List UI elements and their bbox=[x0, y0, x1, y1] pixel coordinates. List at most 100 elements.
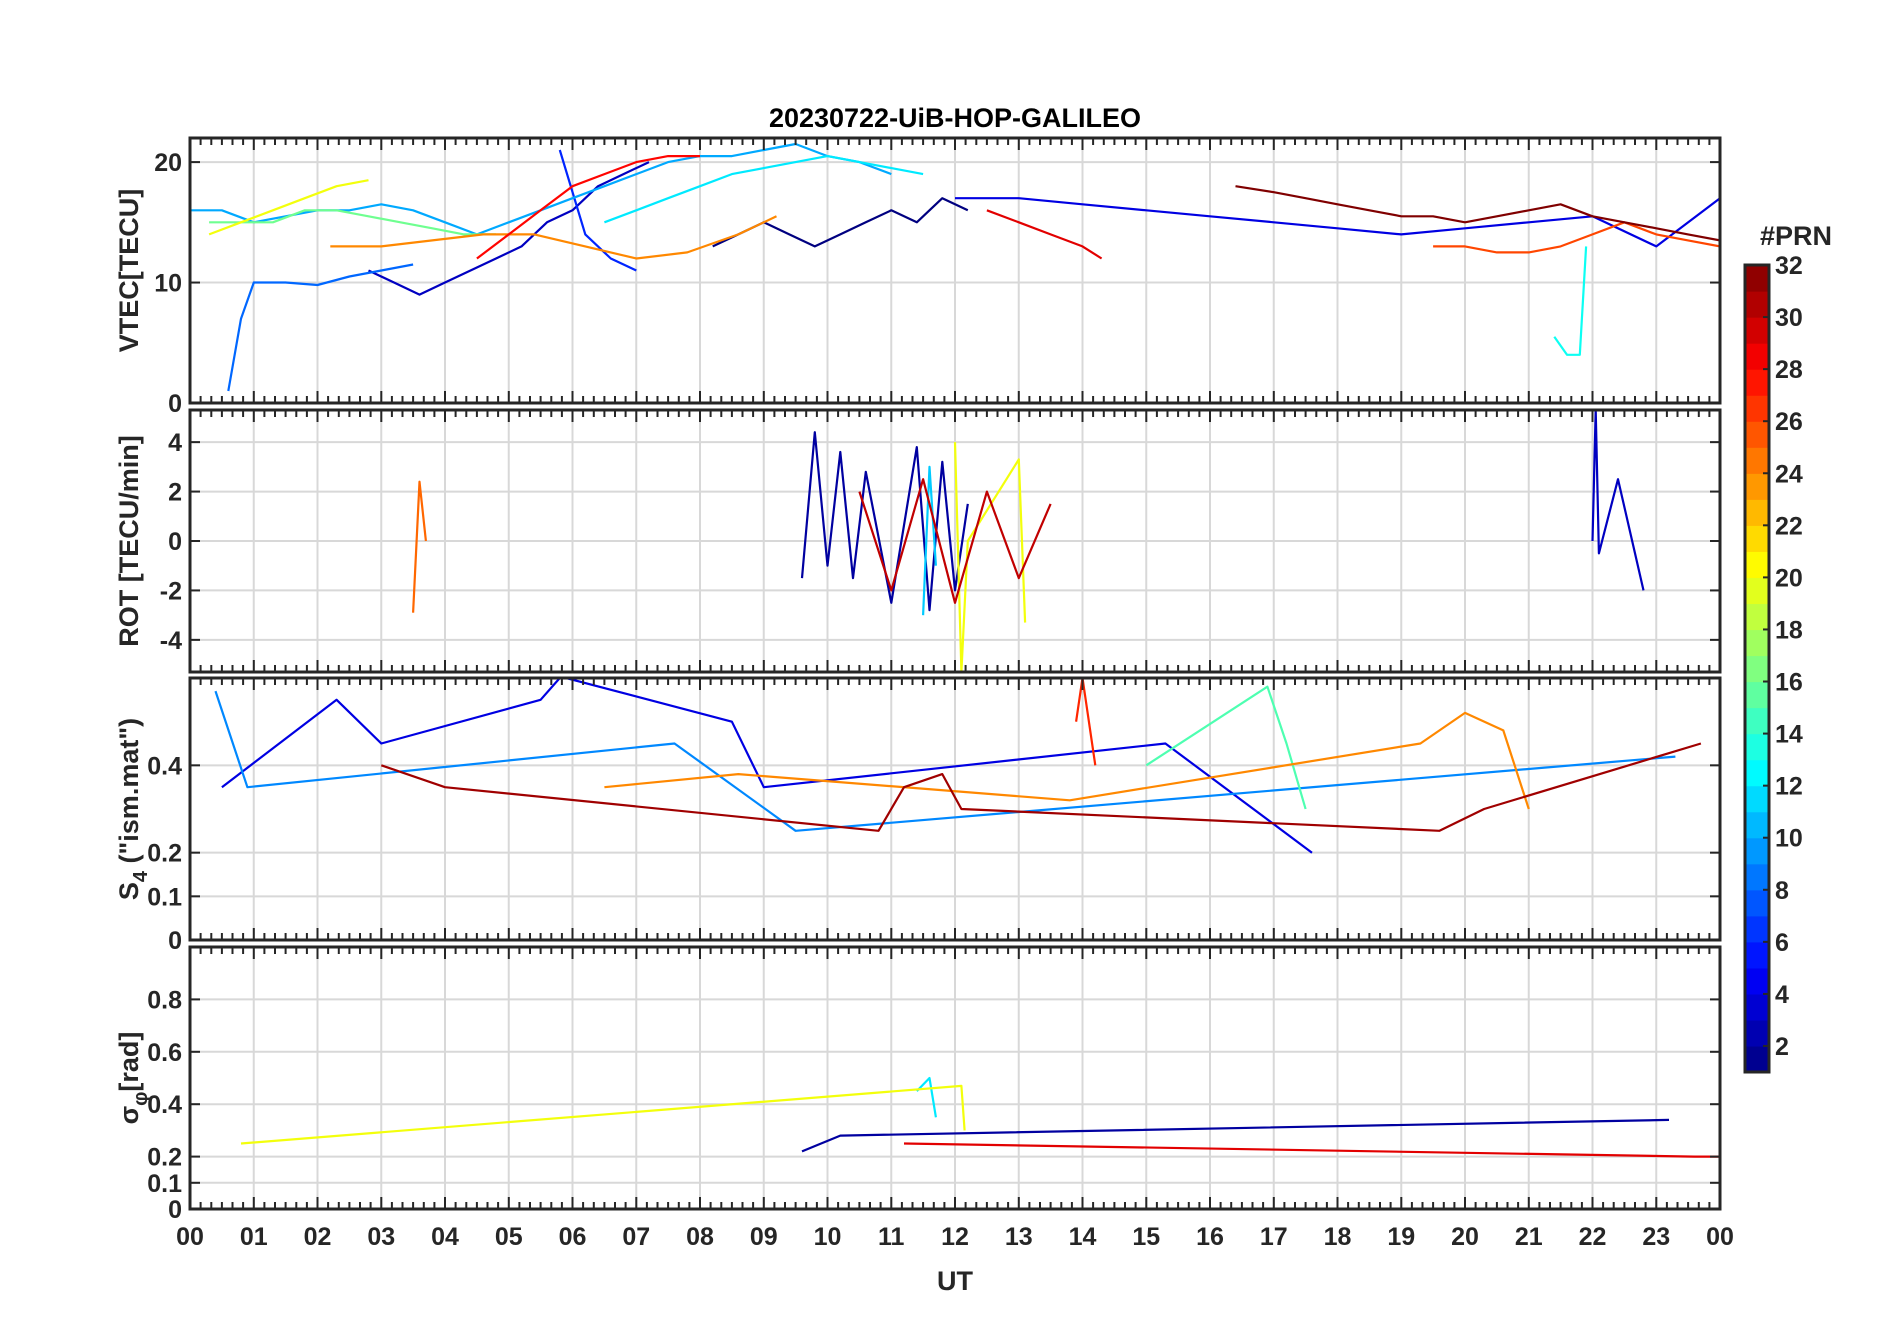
colorbar-tick-label: 16 bbox=[1775, 669, 1803, 697]
colorbar-tick-label: 18 bbox=[1775, 616, 1803, 644]
colorbar-segment bbox=[1745, 291, 1769, 318]
colorbar-segment bbox=[1745, 967, 1769, 995]
series-group bbox=[214, 678, 1702, 854]
colorbar-tick-label: 4 bbox=[1775, 981, 1789, 1009]
panel-frame bbox=[188, 676, 1722, 942]
x-tick-label: 09 bbox=[750, 1223, 778, 1251]
colorbar-segment bbox=[1745, 421, 1769, 448]
x-tick-label: 02 bbox=[304, 1223, 332, 1251]
series-line-prn-12 bbox=[916, 1076, 937, 1118]
series-line-prn-2 bbox=[800, 431, 969, 612]
series-line-prn-12 bbox=[604, 155, 924, 224]
y-axis-label-sub: φ bbox=[130, 1092, 152, 1106]
series-line-prn-20 bbox=[953, 442, 1027, 672]
series-line-prn-16 bbox=[209, 209, 496, 236]
series-group bbox=[412, 410, 1645, 672]
panel-4: 00.10.2 0.4 0.6 0.8 σφ[rad] bbox=[114, 945, 1722, 1224]
x-tick-label: 13 bbox=[1005, 1223, 1033, 1251]
series-line-prn-11 bbox=[922, 465, 937, 616]
colorbar-segment bbox=[1745, 1019, 1769, 1047]
x-tick-label: 19 bbox=[1387, 1223, 1415, 1251]
x-tick-label: 21 bbox=[1515, 1223, 1543, 1251]
colorbar-segment bbox=[1745, 603, 1769, 631]
colorbar-segment bbox=[1745, 265, 1769, 292]
colorbar-tick-label: 8 bbox=[1775, 877, 1789, 905]
colorbar-segment bbox=[1745, 525, 1769, 552]
colorbar-segment bbox=[1745, 473, 1769, 500]
y-tick-label: 10 bbox=[154, 270, 182, 298]
y-tick-label: 0.4 bbox=[147, 752, 182, 780]
x-tick-label: 20 bbox=[1451, 1223, 1479, 1251]
y-tick-label: 20 bbox=[154, 149, 182, 177]
colorbar-tick-label: 24 bbox=[1775, 460, 1803, 488]
x-tick-label: 04 bbox=[431, 1223, 459, 1251]
x-tick-label: 10 bbox=[814, 1223, 842, 1251]
colorbar-segment bbox=[1745, 915, 1769, 943]
colorbar-tick-label: 28 bbox=[1775, 356, 1803, 384]
series-line-prn-3 bbox=[368, 161, 650, 296]
colorbar-segment bbox=[1745, 343, 1769, 370]
y-tick-label: -2 bbox=[160, 577, 182, 605]
colorbar-tick-label: 14 bbox=[1775, 721, 1803, 749]
y-tick-label: 0.1 bbox=[147, 883, 182, 911]
y-tick-label: 2 bbox=[168, 479, 182, 507]
colorbar-segment bbox=[1745, 1045, 1769, 1073]
x-tick-label: 06 bbox=[559, 1223, 587, 1251]
y-axis-label: ROT [TECU/min] bbox=[114, 435, 144, 646]
series-line-prn-4 bbox=[221, 678, 1313, 854]
x-tick-label: 12 bbox=[941, 1223, 969, 1251]
y-axis-label-rest: [rad] bbox=[114, 1032, 144, 1092]
series-line-prn-1 bbox=[712, 197, 969, 248]
colorbar-tick-label: 22 bbox=[1775, 512, 1803, 540]
x-tick-label: 08 bbox=[686, 1223, 714, 1251]
series-line-prn-24 bbox=[604, 711, 1530, 810]
series-line-prn-29 bbox=[986, 209, 1103, 260]
colorbar-segment bbox=[1745, 707, 1769, 735]
x-tick-label: 01 bbox=[240, 1223, 268, 1251]
panel-frame bbox=[188, 408, 1722, 674]
y-axis-label-main: σ bbox=[114, 1106, 144, 1124]
series-line-prn-2 bbox=[801, 1118, 1670, 1153]
y-tick-label: 0.6 bbox=[147, 1039, 182, 1067]
series-line-prn-31 bbox=[380, 742, 1702, 832]
series-line-prn-27 bbox=[1075, 678, 1097, 766]
colorbar-segment bbox=[1745, 785, 1769, 813]
series-line-prn-8 bbox=[227, 263, 414, 392]
colorbar-segment bbox=[1745, 759, 1769, 787]
panel-frame bbox=[188, 136, 1722, 405]
y-tick-label: 0 bbox=[168, 528, 182, 556]
x-tick-labels: 00 01 02 03 04 05 06 07 08 09 10 11 12 13 14 15 16 17 18 19… bbox=[176, 1223, 1734, 1251]
colorbar-segment bbox=[1745, 889, 1769, 917]
colorbar-frame bbox=[1743, 263, 1771, 1074]
panel-1: 0 10 20 VTEC[TECU] bbox=[114, 136, 1722, 418]
series-line-prn-29 bbox=[903, 1142, 1720, 1158]
colorbar-segment bbox=[1745, 369, 1769, 396]
series-line-prn-20 bbox=[240, 1084, 966, 1145]
chart-title: 20230722-UiB-HOP-GALILEO bbox=[769, 103, 1141, 133]
colorbar-segment bbox=[1745, 655, 1769, 683]
colorbar-segment bbox=[1745, 681, 1769, 709]
series-line-prn-3 bbox=[1591, 410, 1645, 591]
colorbar-tick-label: 10 bbox=[1775, 825, 1803, 853]
series-line-prn-20 bbox=[208, 179, 369, 236]
y-tick-label: 0.8 bbox=[147, 986, 182, 1014]
series-line-prn-28 bbox=[476, 155, 700, 260]
x-tick-label: 23 bbox=[1642, 1223, 1670, 1251]
y-axis-label-rest: ("ism.mat") bbox=[114, 718, 144, 871]
series-group bbox=[240, 1076, 1720, 1158]
colorbar-tick-label: 6 bbox=[1775, 929, 1789, 957]
x-axis-label: UT bbox=[937, 1266, 973, 1296]
colorbar-segment bbox=[1745, 863, 1769, 891]
colorbar-segment bbox=[1745, 733, 1769, 761]
y-tick-label: 0.4 bbox=[147, 1091, 182, 1119]
x-tick-label: 18 bbox=[1324, 1223, 1352, 1251]
series-line-prn-9 bbox=[214, 690, 1676, 832]
colorbar-tick-label: 12 bbox=[1775, 773, 1803, 801]
colorbar-segment bbox=[1745, 941, 1769, 969]
colorbar-tick-label: 32 bbox=[1775, 252, 1803, 280]
y-tick-label: 0.2 bbox=[147, 1144, 182, 1172]
x-tick-label: 22 bbox=[1579, 1223, 1607, 1251]
panel-3: 00.10.20.4S4 ("ism.mat") bbox=[114, 676, 1722, 955]
